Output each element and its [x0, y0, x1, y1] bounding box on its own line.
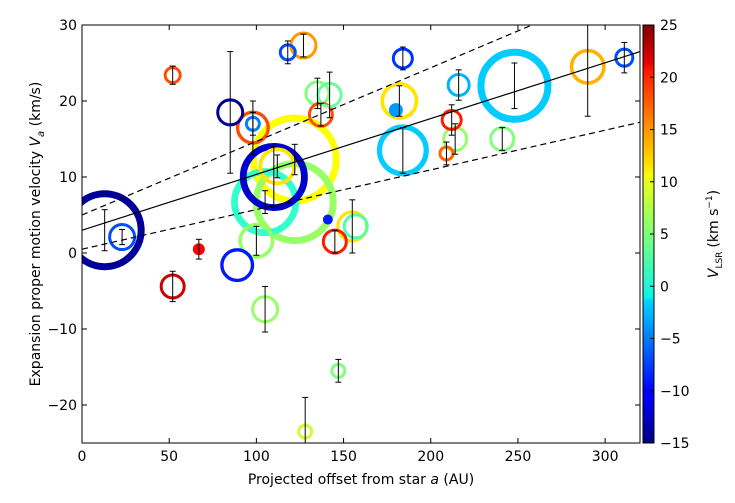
error-bar-10	[262, 285, 269, 333]
error-bar-0	[101, 209, 108, 252]
error-bar-4	[195, 238, 202, 260]
data-point-6	[220, 248, 255, 283]
error-bar-3	[169, 270, 176, 303]
colorbar: −15 −10 −5 0 5 10 15 20 25 VLSR(km s−1)	[642, 18, 725, 452]
data-point-9	[238, 222, 275, 259]
error-bar-20	[317, 102, 324, 127]
y-tick-label: 30	[59, 18, 77, 34]
error-bar-19	[314, 77, 321, 110]
colorbar-tick-label: 20	[660, 70, 678, 86]
y-tick-label: −20	[47, 398, 77, 414]
x-axis-ticks: 0 50 100 150 200 250 300	[78, 25, 619, 465]
error-bar-30	[399, 46, 406, 71]
error-bar-15	[291, 143, 298, 176]
fit-line-best-fit	[82, 51, 640, 231]
data-point-26	[342, 213, 369, 240]
error-bar-13	[274, 154, 281, 179]
y-tick-label: 10	[59, 170, 77, 186]
colorbar-tick-label: 10	[660, 175, 678, 191]
error-bar-17	[300, 33, 307, 58]
x-tick-label: 250	[505, 449, 532, 465]
plot-frame	[81, 24, 641, 444]
fit-line-upper-bound	[82, 25, 534, 216]
error-bar-37	[584, 25, 591, 117]
error-bar-23	[331, 229, 338, 254]
error-bar-8	[249, 111, 256, 136]
y-tick-label: −10	[47, 322, 77, 338]
data-point-fill-27	[390, 104, 402, 116]
y-axis-ticks: −20 −10 0 10 20 30	[47, 18, 640, 414]
error-bar-22	[326, 71, 333, 119]
y-tick-label: 20	[59, 94, 77, 110]
error-bar-9	[253, 225, 260, 256]
error-bars	[101, 25, 628, 443]
error-bar-2	[169, 65, 176, 85]
x-tick-label: 0	[78, 449, 87, 465]
colorbar-ticks: −15 −10 −5 0 5 10 15 20 25	[650, 18, 690, 452]
fit-line-lower-bound	[82, 121, 640, 250]
error-bar-31	[443, 141, 450, 166]
error-bar-24	[335, 358, 342, 383]
x-tick-label: 100	[243, 449, 270, 465]
colorbar-tick-label: 5	[660, 227, 669, 243]
y-axis-label: Expansion proper motion velocity Va (km/…	[28, 82, 47, 387]
error-bar-25	[349, 199, 356, 254]
colorbar-tick-label: −10	[660, 384, 690, 400]
error-bar-18	[302, 396, 309, 443]
data-points	[82, 31, 635, 440]
error-bar-1	[119, 228, 126, 246]
x-tick-label: 150	[330, 449, 357, 465]
error-bar-36	[511, 62, 518, 110]
error-bar-33	[452, 123, 459, 155]
data-point-fill-21	[324, 216, 332, 224]
error-bar-12	[270, 146, 277, 208]
error-bar-38	[621, 41, 628, 74]
x-tick-label: 300	[592, 449, 619, 465]
error-bar-34	[455, 69, 462, 101]
y-tick-label: 0	[68, 246, 77, 262]
error-bar-5	[227, 51, 234, 174]
error-bar-11	[262, 190, 269, 214]
data-point-28	[380, 82, 419, 121]
colorbar-tick-label: 15	[660, 123, 678, 139]
data-point-36	[477, 48, 552, 123]
x-tick-label: 50	[160, 449, 178, 465]
x-axis-label: Projected offset from star a (AU)	[248, 472, 474, 488]
data-point-0	[82, 190, 145, 271]
error-bar-32	[448, 104, 455, 136]
colorbar-tick-label: −5	[660, 332, 681, 348]
colorbar-tick-label: −15	[660, 436, 690, 452]
error-bar-29	[399, 127, 406, 174]
colorbar-label: VLSR(km s−1)	[705, 190, 725, 278]
x-tick-label: 200	[417, 449, 444, 465]
error-bar-35	[499, 127, 506, 151]
error-bar-14	[284, 40, 291, 65]
error-bar-28	[396, 85, 403, 117]
colorbar-tick-label: 25	[660, 18, 678, 34]
colorbar-tick-label: 0	[660, 279, 669, 295]
fit-lines	[82, 25, 640, 250]
